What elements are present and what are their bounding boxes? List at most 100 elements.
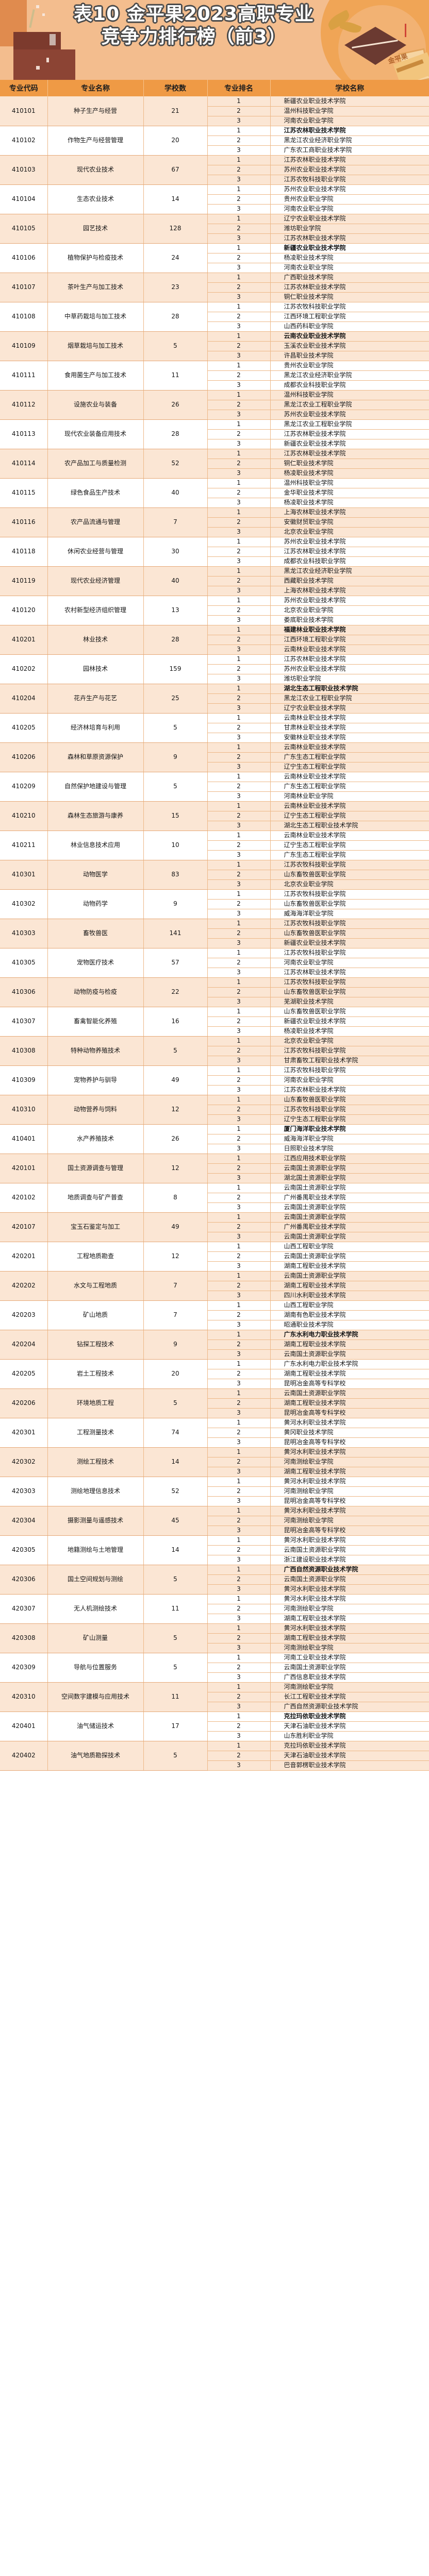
cell-school-name: 天津石油职业技术学院 (270, 1751, 429, 1761)
table-row: 3 河南林业职业学院 (0, 791, 429, 802)
cell-school-name: 山西工程职业学院 (270, 1300, 429, 1311)
cell-major-rank: 2 (207, 1251, 271, 1262)
cell-school-name: 辽宁生态工程职业学院 (270, 762, 429, 772)
cell-major-rank: 1 (207, 331, 271, 342)
table-row: 2 广东生态工程职业学院 (0, 752, 429, 762)
cell-school-count: 12 (143, 1242, 208, 1272)
cell-major-name: 油气地质勘探技术 (47, 1741, 144, 1771)
table-row: 410101 种子生产与经营 21 1 新疆农业职业技术学院 (0, 96, 429, 126)
cell-major-rank: 1 (207, 96, 271, 107)
cell-major-code: 410201 (0, 625, 48, 655)
table-row: 410114 农产品加工与质量检测 52 1 江苏农林职业技术学院 (0, 449, 429, 479)
cell-major-rank: 1 (207, 742, 271, 753)
table-row: 2 湖南工程职业技术学院 (0, 1633, 429, 1643)
cell-school-count: 15 (143, 801, 208, 831)
table-row: 2 玉溪农业职业技术学院 (0, 341, 429, 351)
cell-school-name: 江西环境工程职业学院 (270, 635, 429, 645)
cell-major-rank: 2 (207, 1574, 271, 1585)
cell-school-count: 52 (143, 1477, 208, 1506)
table-row: 2 湖南工程职业技术学院 (0, 1340, 429, 1350)
cell-major-rank: 3 (207, 1526, 271, 1536)
cell-major-rank: 1 (207, 919, 271, 929)
cell-major-rank: 2 (207, 135, 271, 146)
cell-school-name: 江苏农牧科技职业学院 (270, 1065, 429, 1076)
cell-school-name: 广东生态工程职业学院 (270, 782, 429, 792)
cell-school-name: 云南国土资源职业学院 (270, 1574, 429, 1585)
cell-school-name: 西藏职业技术学院 (270, 576, 429, 586)
cell-major-rank: 2 (207, 899, 271, 909)
table-row: 3 山东胜利职业学院 (0, 1731, 429, 1741)
cell-school-count: 57 (143, 948, 208, 978)
cell-school-name: 广西自然资源职业技术学院 (270, 1702, 429, 1712)
table-row: 410115 绿色食品生产技术 40 1 温州科技职业学院 (0, 478, 429, 508)
cell-major-rank: 2 (207, 1633, 271, 1643)
table-row: 3 成都农业科技职业学院 (0, 380, 429, 391)
column-header-school-count: 学校数 (143, 80, 208, 96)
cell-major-rank: 3 (207, 498, 271, 508)
cell-school-name-highlighted: 江苏农林职业技术学院 (270, 126, 429, 136)
cell-major-rank: 1 (207, 184, 271, 195)
cell-school-name: 云南国土资源职业学院 (270, 1163, 429, 1174)
cell-major-rank: 2 (207, 1486, 271, 1497)
cell-major-name: 工程测量技术 (47, 1418, 144, 1448)
table-row: 2 江苏农林职业技术学院 (0, 547, 429, 557)
cell-major-rank: 2 (207, 1340, 271, 1350)
cell-major-rank: 2 (207, 576, 271, 586)
cell-major-rank: 3 (207, 233, 271, 244)
cell-major-rank: 3 (207, 1643, 271, 1653)
table-row: 2 山东畜牧兽医职业学院 (0, 987, 429, 997)
cell-major-rank: 2 (207, 1516, 271, 1526)
cell-school-count: 23 (143, 273, 208, 302)
cell-major-rank: 3 (207, 321, 271, 332)
cell-major-rank: 2 (207, 1134, 271, 1144)
cell-school-count: 9 (143, 1330, 208, 1360)
cell-major-name: 现代农业装备应用技术 (47, 419, 144, 449)
cell-major-name: 宠物医疗技术 (47, 948, 144, 978)
cell-major-name: 动物营养与饲料 (47, 1095, 144, 1125)
cell-major-rank: 3 (207, 1202, 271, 1213)
table-row: 410105 园艺技术 128 1 辽宁农业职业技术学院 (0, 214, 429, 244)
cell-major-rank: 1 (207, 449, 271, 459)
table-row: 3 许昌职业技术学院 (0, 351, 429, 361)
table-row: 2 云南国土资源职业学院 (0, 1663, 429, 1673)
table-row: 420205 岩土工程技术 20 1 广东水利电力职业技术学院 (0, 1359, 429, 1389)
cell-major-rank: 1 (207, 1506, 271, 1516)
cell-school-name: 江苏农林职业技术学院 (270, 1085, 429, 1095)
cell-school-name: 辽宁生态工程职业学院 (270, 840, 429, 851)
cell-school-name: 江苏农牧科技职业学院 (270, 948, 429, 958)
cell-major-code: 410113 (0, 419, 48, 449)
table-row: 3 河南测绘职业学院 (0, 1643, 429, 1653)
cell-major-rank: 3 (207, 1672, 271, 1683)
cell-major-rank: 1 (207, 566, 271, 577)
cell-major-rank: 3 (207, 586, 271, 596)
table-row: 2 湖南工程职业技术学院 (0, 1398, 429, 1409)
cell-school-name: 云南林业职业技术学院 (270, 831, 429, 841)
table-row: 2 西藏职业技术学院 (0, 576, 429, 586)
cell-major-code: 420308 (0, 1623, 48, 1653)
cell-major-code: 420202 (0, 1271, 48, 1301)
cell-major-rank: 1 (207, 1711, 271, 1722)
cell-school-count: 14 (143, 184, 208, 214)
cell-school-name: 江苏农牧科技职业学院 (270, 1046, 429, 1056)
cell-school-name: 天津石油职业技术学院 (270, 1721, 429, 1732)
cell-major-rank: 3 (207, 733, 271, 743)
cell-school-count: 11 (143, 361, 208, 391)
cell-major-name: 烟草栽培与加工技术 (47, 331, 144, 361)
table-row: 2 江苏农林职业技术学院 (0, 282, 429, 293)
cell-major-name: 森林生态旅游与康养 (47, 801, 144, 831)
cell-major-code: 420309 (0, 1653, 48, 1683)
cell-major-rank: 1 (207, 889, 271, 900)
table-row: 3 广东生态工程职业学院 (0, 850, 429, 860)
table-row: 410112 设施农业与装备 26 1 温州科技职业学院 (0, 390, 429, 420)
cell-major-rank: 2 (207, 1545, 271, 1555)
cell-major-rank: 3 (207, 145, 271, 156)
table-row: 2 江西环境工程职业学院 (0, 312, 429, 322)
table-row: 2 天津石油职业技术学院 (0, 1721, 429, 1732)
cell-major-rank: 2 (207, 987, 271, 997)
table-row: 3 杨凌职业技术学院 (0, 1026, 429, 1037)
cell-major-name: 摄影测量与遥感技术 (47, 1506, 144, 1536)
cell-major-code: 410119 (0, 566, 48, 596)
cell-major-rank: 1 (207, 860, 271, 870)
table-row: 3 苏州农业职业技术学院 (0, 410, 429, 420)
cell-major-name: 矿山测量 (47, 1623, 144, 1653)
